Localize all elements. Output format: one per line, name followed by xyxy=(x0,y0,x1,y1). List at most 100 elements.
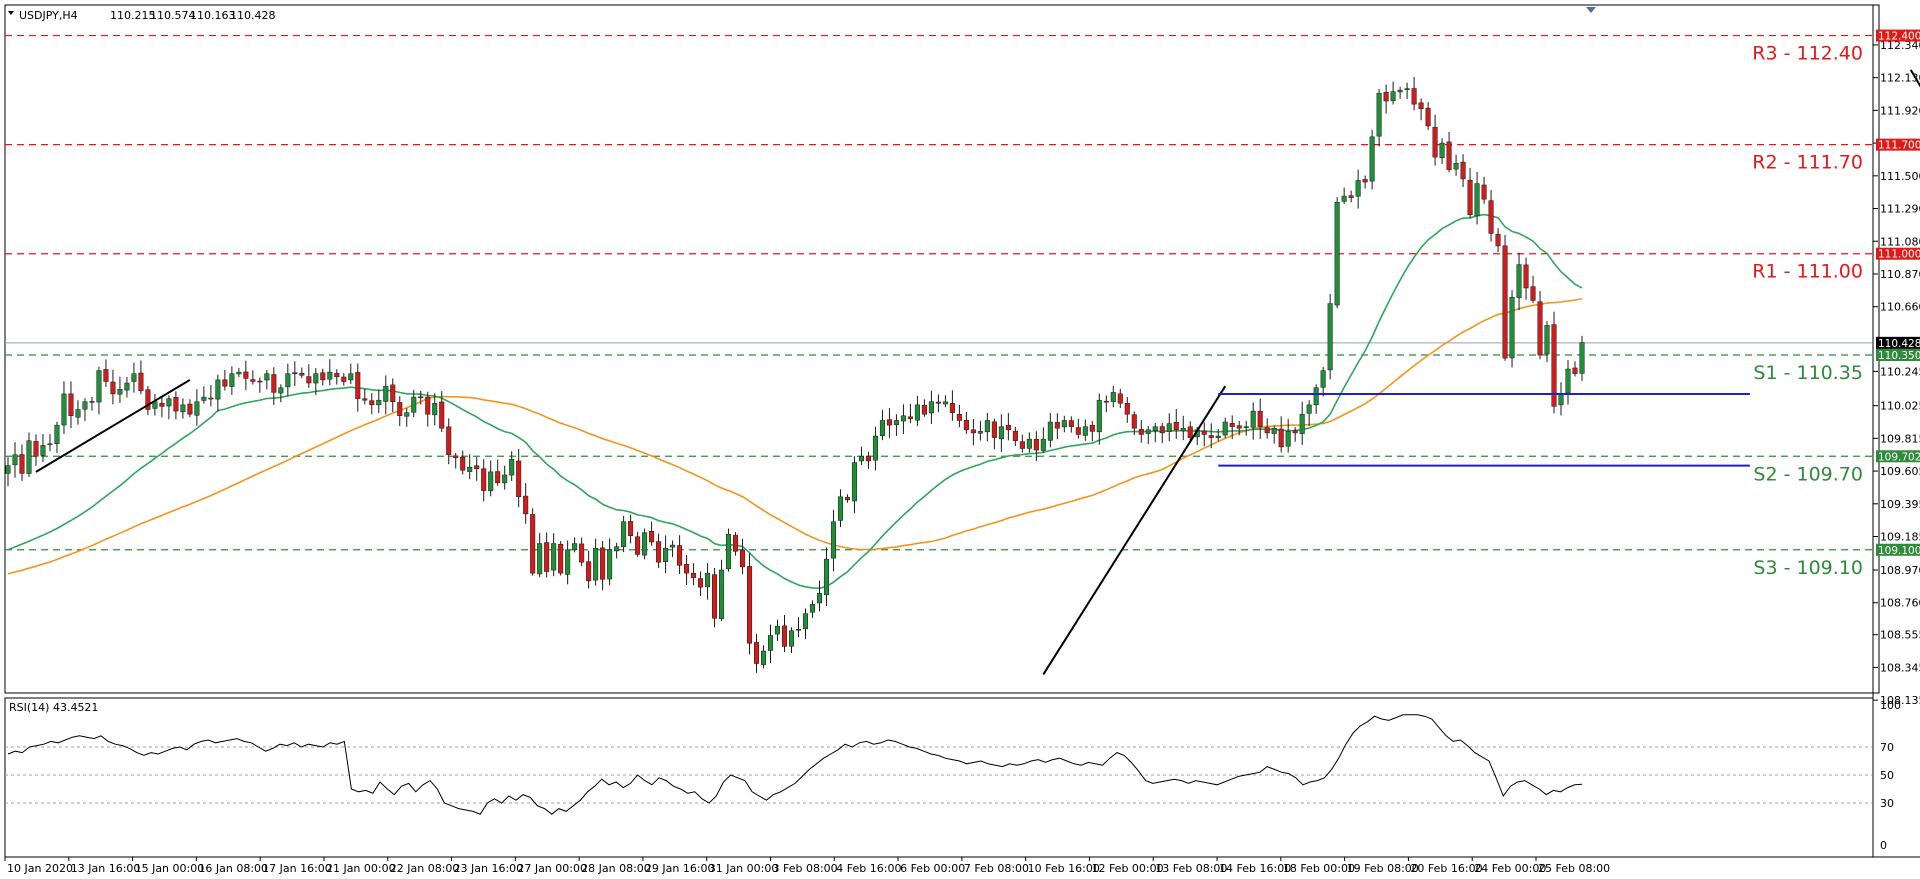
candle-body xyxy=(362,398,368,401)
candle-body xyxy=(858,456,864,462)
candle-body xyxy=(1208,435,1214,438)
candle-body xyxy=(1285,431,1291,447)
candle-body xyxy=(719,569,725,620)
level-price-tag xyxy=(1876,138,1920,151)
ohlc-high: 110.574 xyxy=(150,9,196,22)
candle-body xyxy=(914,404,920,421)
candle-body xyxy=(747,566,753,644)
shift-marker-icon[interactable] xyxy=(1586,7,1596,13)
time-tick-label: 28 Jan 08:00 xyxy=(581,862,651,875)
candle-body xyxy=(754,642,760,664)
candle-body xyxy=(1040,438,1046,451)
time-tick-label: 22 Jan 08:00 xyxy=(390,862,460,875)
candle-body xyxy=(1362,179,1368,183)
candle-body xyxy=(977,431,983,434)
candle-body xyxy=(767,635,774,651)
fast-moving-average-line xyxy=(7,213,1583,590)
candle-body xyxy=(1306,404,1312,414)
moving-averages xyxy=(7,213,1583,590)
candle-body xyxy=(89,401,95,403)
candle-body xyxy=(726,533,732,570)
time-tick-label: 21 Jan 00:00 xyxy=(326,862,396,875)
candle-body xyxy=(1579,342,1585,374)
candle-body xyxy=(103,369,109,382)
candle-body xyxy=(1544,325,1550,355)
candle-body xyxy=(1369,136,1375,182)
candle-body xyxy=(1103,400,1109,403)
candle-body xyxy=(194,401,200,416)
rsi-line xyxy=(7,714,1583,815)
price-tick-label: 111.500 xyxy=(1880,170,1920,183)
candle-body xyxy=(1418,102,1424,110)
time-tick-label: 18 Feb 00:00 xyxy=(1283,862,1355,875)
candle-body xyxy=(1425,107,1431,127)
candle-body xyxy=(558,544,564,574)
candle-body xyxy=(75,409,81,418)
candle-body xyxy=(816,593,823,604)
candle-body xyxy=(481,468,487,491)
candle-body xyxy=(124,382,130,391)
level-label: R3 - 112.40 xyxy=(1752,43,1863,65)
candle-body xyxy=(586,561,592,582)
price-tick-label: 108.555 xyxy=(1880,629,1920,642)
candle-body xyxy=(1348,195,1354,198)
candle-body xyxy=(341,376,347,382)
candle-body xyxy=(1572,367,1578,374)
candle-body xyxy=(823,558,830,596)
candle-body xyxy=(222,379,228,387)
candle-body xyxy=(334,373,340,378)
candle-body xyxy=(439,401,445,429)
candle-body xyxy=(1082,426,1088,436)
candle-body xyxy=(1530,286,1536,301)
rsi-tick-label: 0 xyxy=(1880,839,1887,852)
candle-body xyxy=(54,424,60,445)
level-label: S3 - 109.10 xyxy=(1753,557,1863,579)
candle-body xyxy=(1558,393,1564,406)
candle-body xyxy=(963,420,969,431)
candle-body xyxy=(117,389,123,395)
candle-body xyxy=(837,496,843,521)
level-price-tag xyxy=(1876,247,1920,260)
rsi-tick-label: 100 xyxy=(1880,699,1901,712)
candle-body xyxy=(865,455,871,462)
candle-body xyxy=(1222,421,1228,436)
price-axis: 112.340112.130111.920111.710111.500111.2… xyxy=(1873,39,1920,707)
candle-body xyxy=(1173,421,1179,431)
candle-body xyxy=(677,545,683,566)
time-tick-label: 27 Jan 00:00 xyxy=(517,862,587,875)
feb-uptrend-line xyxy=(1042,385,1227,675)
candle-body xyxy=(1061,420,1067,428)
candle-body xyxy=(250,379,256,382)
level-price-tag xyxy=(1876,543,1920,556)
time-tick-label: 12 Feb 00:00 xyxy=(1091,862,1163,875)
candle-body xyxy=(565,549,571,575)
candle-body xyxy=(1467,180,1473,216)
candle-body xyxy=(467,466,473,472)
candle-body xyxy=(1404,88,1410,90)
candle-body xyxy=(614,546,620,552)
candle-body xyxy=(1453,163,1459,170)
candle-body xyxy=(1110,392,1116,402)
time-tick-label: 17 Jan 16:00 xyxy=(262,862,332,875)
candle-body xyxy=(628,521,634,536)
candle-body xyxy=(1299,413,1305,434)
candle-body xyxy=(369,400,375,406)
candle-body xyxy=(691,573,697,579)
candle-body xyxy=(1502,245,1508,359)
symbol-menu-icon[interactable] xyxy=(8,11,14,15)
candle-body xyxy=(208,397,214,400)
candle-body xyxy=(40,445,46,456)
candle-body xyxy=(1257,410,1263,427)
time-tick-label: 13 Feb 08:00 xyxy=(1155,862,1227,875)
candle-body xyxy=(1166,423,1172,432)
candle-body xyxy=(397,402,403,417)
candle-body xyxy=(740,549,746,568)
candle-body xyxy=(635,536,641,555)
candle-body xyxy=(935,401,941,404)
candle-body xyxy=(1292,430,1298,434)
candle-body xyxy=(1131,414,1137,429)
candle-body xyxy=(1215,435,1221,439)
candle-body xyxy=(900,415,906,422)
